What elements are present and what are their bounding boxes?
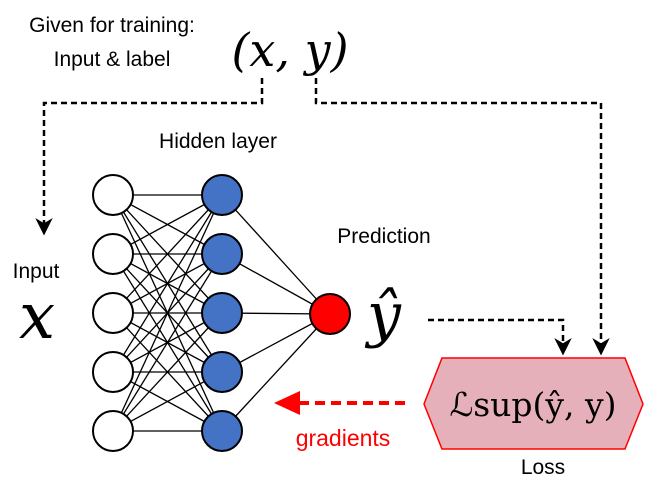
input-label-label: Input & label [54, 48, 171, 71]
input-hidden-edge [112, 194, 223, 314]
hidden-node [201, 233, 243, 275]
gradients-label: gradients [296, 425, 391, 451]
input-node [92, 351, 134, 393]
input-hidden-edge [112, 194, 223, 373]
prediction-yhat-symbol: ŷ [364, 280, 402, 350]
input-hidden-edge [112, 312, 223, 432]
hidden-node [201, 174, 243, 216]
loss-label: Loss [521, 456, 565, 479]
input-node [92, 233, 134, 275]
loss-formula: ℒsup(ŷ, y) [449, 385, 616, 424]
hidden-output-edge [221, 194, 331, 315]
network-nodes [92, 174, 351, 452]
input-dashed-arrow [35, 78, 264, 236]
loss-box [423, 357, 644, 450]
input-x-symbol: x [19, 280, 55, 354]
hidden-layer-label: Hidden layer [159, 130, 277, 153]
input-node [92, 174, 134, 216]
input-node [92, 292, 134, 334]
hidden-node [201, 292, 243, 334]
hidden-node [201, 351, 243, 393]
gradient-arrowhead-icon [274, 391, 300, 415]
input-node [92, 410, 134, 452]
input-hidden-edge [112, 194, 223, 432]
prediction-dashed-arrow [428, 318, 572, 356]
pair-xy-symbol: (x, y) [231, 23, 348, 77]
output-node [309, 293, 351, 335]
label-dashed-arrow [314, 78, 610, 356]
input-label: Input [13, 260, 60, 283]
prediction-label: Prediction [337, 225, 430, 248]
input-hidden-edge [112, 253, 223, 432]
hidden-output-edge [221, 313, 331, 432]
hidden-node [201, 410, 243, 452]
given-training-label: Given for training: [29, 14, 195, 37]
